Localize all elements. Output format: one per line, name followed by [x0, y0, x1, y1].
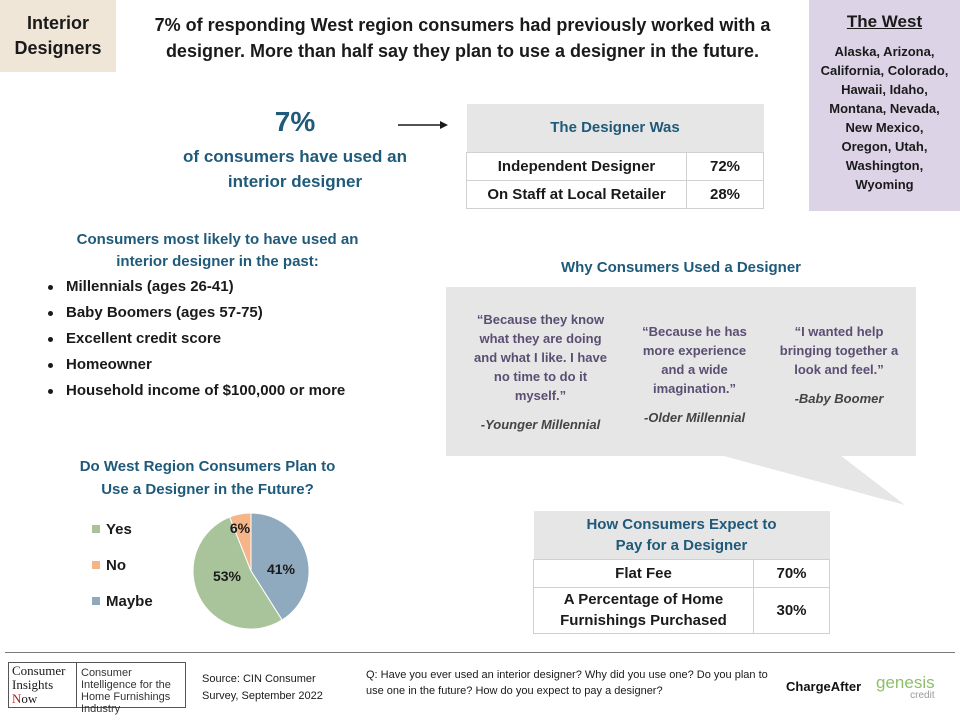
quote-text: “I wanted help bringing together a look …	[779, 324, 899, 377]
table-cell-label: Flat Fee	[533, 558, 754, 588]
pie-slice-no	[228, 512, 252, 572]
why-title: Why Consumers Used a Designer	[560, 259, 802, 276]
quote-text: “Because he has more experience and a wi…	[642, 324, 747, 396]
table-cell-label: On Staff at Local Retailer	[466, 179, 687, 209]
quote-3: “I wanted help bringing together a look …	[774, 322, 904, 408]
pie-slice-yes	[192, 516, 283, 630]
quote-attribution: -Baby Boomer	[794, 391, 884, 406]
source-note: Source: CIN Consumer Survey, September 2…	[202, 673, 323, 702]
future-title-line2: Use a Designer in the Future?	[101, 481, 314, 498]
legend-item-yes: Yes	[92, 520, 153, 538]
future-title-line1: Do West Region Consumers Plan to	[79, 458, 336, 475]
survey-question: Q: Have you ever used an interior design…	[366, 669, 768, 697]
legend-label: Maybe	[106, 592, 153, 610]
pay-table-title-line1: How Consumers Expect to	[586, 515, 777, 533]
table-cell-value: 70%	[753, 558, 830, 588]
region-states: Alaska, Arizona, California, Colorado, H…	[820, 44, 949, 192]
usage-caption: of consumers have used an interior desig…	[150, 144, 440, 194]
logo-word-3-rest: ow	[21, 691, 38, 706]
list-item-label: Millennials (ages 26-41)	[66, 278, 234, 295]
table-cell-label-line1: Flat Fee	[615, 564, 672, 582]
usage-caption-line1: of consumers have used an	[183, 147, 407, 166]
table-row: Flat Fee 70%	[533, 558, 830, 588]
legend-swatch	[92, 597, 100, 605]
table-row: A Percentage of Home Furnishings Purchas…	[533, 586, 830, 634]
genesis-wordmark: genesis	[876, 673, 935, 692]
list-item: Excellent credit score	[48, 326, 345, 352]
bubble-tail-shape	[720, 455, 905, 505]
list-item-label: Homeowner	[66, 356, 152, 373]
usage-caption-line2: interior designer	[227, 172, 363, 191]
list-item: Baby Boomers (ages 57-75)	[48, 300, 345, 326]
section-tag-line1: Interior	[26, 13, 89, 33]
likely-list: Millennials (ages 26-41) Baby Boomers (a…	[48, 274, 345, 404]
quote-2: “Because he has more experience and a wi…	[632, 322, 757, 427]
bullet-icon	[48, 336, 53, 342]
likely-title-line1: Consumers most likely to have used an	[76, 231, 359, 248]
logo-letter-n: N	[12, 691, 22, 706]
list-item: Household income of $100,000 or more	[48, 378, 345, 404]
designer-table-title: The Designer Was	[466, 104, 764, 152]
bullet-icon	[48, 310, 53, 316]
legend-item-maybe: Maybe	[92, 592, 153, 610]
table-row: On Staff at Local Retailer 28%	[466, 179, 764, 209]
legend-swatch	[92, 525, 100, 533]
table-cell-label: A Percentage of Home Furnishings Purchas…	[533, 586, 754, 634]
future-pie-chart: 41% 53% 6%	[192, 512, 310, 630]
pay-method-table: How Consumers Expect to Pay for a Design…	[533, 511, 830, 634]
usage-percent: 7%	[274, 106, 316, 137]
pie-data-label: 53%	[213, 568, 242, 584]
region-title: The West	[846, 12, 923, 31]
likely-title: Consumers most likely to have used an in…	[40, 229, 395, 273]
list-item-label: Excellent credit score	[66, 330, 222, 347]
logo-word-2: Insights	[12, 677, 54, 692]
region-panel: The West Alaska, Arizona, California, Co…	[809, 0, 960, 211]
bullet-icon	[48, 362, 53, 368]
headline: 7% of responding West region consumers h…	[154, 15, 771, 61]
pie-legend: Yes No Maybe	[92, 520, 153, 628]
quote-attribution: -Older Millennial	[643, 410, 746, 425]
bullet-icon	[48, 388, 53, 394]
table-cell-label-line1: A Percentage of Home	[563, 591, 724, 608]
legend-label: No	[106, 556, 126, 574]
legend-label: Yes	[106, 520, 132, 538]
cin-logo-tagline: Consumer Intelligence for the Home Furni…	[81, 667, 171, 715]
pay-table-title-line2: Pay for a Designer	[615, 536, 748, 554]
table-cell-value: 72%	[686, 151, 764, 181]
table-cell-label: Independent Designer	[466, 151, 687, 181]
table-cell-value: 30%	[753, 586, 830, 634]
future-title: Do West Region Consumers Plan to Use a D…	[40, 455, 375, 501]
quote-bubble: “Because they know what they are doing a…	[446, 287, 916, 456]
table-row: Independent Designer 72%	[466, 151, 764, 181]
section-tag-line2: Designers	[14, 38, 102, 58]
likely-title-line2: interior designer in the past:	[116, 253, 319, 270]
pie-data-label: 41%	[267, 561, 296, 577]
section-tag: Interior Designers	[0, 0, 116, 72]
legend-item-no: No	[92, 556, 153, 574]
list-item-label: Baby Boomers (ages 57-75)	[66, 304, 263, 321]
logo-word-3: Now	[12, 692, 73, 706]
bullet-icon	[48, 284, 53, 290]
arrow-right-icon	[398, 121, 448, 129]
genesis-credit-logo: genesis credit	[876, 673, 935, 701]
chargeafter-logo: ChargeAfter	[786, 679, 862, 694]
list-item-label: Household income of $100,000 or more	[66, 382, 346, 399]
pie-data-label: 6%	[230, 520, 251, 536]
cin-logo: Consumer Insights Now Consumer Intellige…	[8, 662, 186, 715]
quote-text: “Because they know what they are doing a…	[474, 312, 607, 403]
legend-swatch	[92, 561, 100, 569]
list-item: Millennials (ages 26-41)	[48, 274, 345, 300]
pay-table-title: How Consumers Expect to Pay for a Design…	[533, 511, 830, 559]
footer-divider	[5, 652, 955, 653]
quote-1: “Because they know what they are doing a…	[468, 310, 613, 434]
designer-type-table: The Designer Was Independent Designer 72…	[466, 104, 764, 209]
genesis-sub: credit	[910, 690, 935, 701]
logo-word-1: Consumer	[12, 663, 66, 678]
table-cell-label-line2: Furnishings Purchased	[560, 612, 727, 629]
quote-attribution: -Younger Millennial	[480, 417, 601, 432]
cin-logo-wordmark: Consumer Insights Now	[9, 663, 77, 707]
table-cell-value: 28%	[686, 179, 764, 209]
list-item: Homeowner	[48, 352, 345, 378]
